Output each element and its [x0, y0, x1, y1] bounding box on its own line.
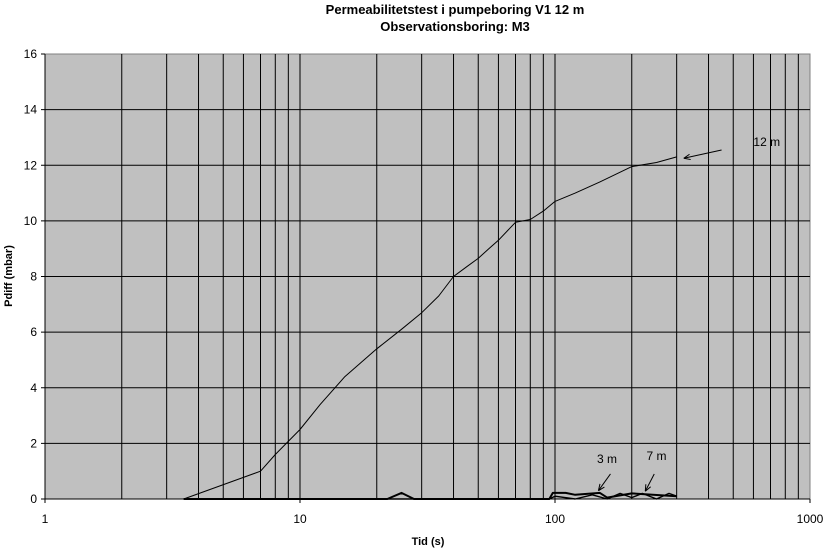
- arrowhead-icon: [597, 483, 605, 492]
- x-tick-label: 100: [545, 512, 565, 526]
- gridlines: [45, 54, 810, 499]
- chart-title: Permeabilitetstest i pumpeboring V1 12 m: [326, 2, 585, 17]
- y-tick-label: 12: [24, 158, 38, 172]
- x-axis-label: Tid (s): [412, 536, 445, 548]
- annotation-arrow: [598, 473, 611, 491]
- y-tick-label: 2: [30, 436, 37, 450]
- y-tick-label: 14: [24, 103, 38, 117]
- series-line: [183, 156, 677, 500]
- x-tick-label: 10: [293, 512, 307, 526]
- arrowhead-icon: [683, 153, 691, 161]
- y-tick-label: 8: [30, 270, 37, 284]
- annotation-arrow: [644, 473, 655, 492]
- y-tick-label: 6: [30, 325, 37, 339]
- y-tick-label: 10: [24, 214, 38, 228]
- series-lines: [183, 156, 677, 500]
- chart-subtitle: Observationsboring: M3: [380, 19, 530, 34]
- x-tick-label: 1000: [797, 512, 824, 526]
- axes: [41, 53, 811, 503]
- series-line: [183, 491, 677, 500]
- annotation-label: 7 m: [646, 449, 666, 463]
- y-tick-label: 16: [24, 47, 38, 61]
- y-axis-label: Pdiff (mbar): [3, 245, 15, 307]
- x-tick-label: 1: [42, 512, 49, 526]
- annotation-label: 12 m: [753, 135, 780, 149]
- tick-labels: 0 2 4 6 8 10 12 14 16 1 10 100 1000: [24, 47, 824, 526]
- annotation-label: 3 m: [597, 452, 617, 466]
- y-tick-label: 4: [30, 381, 37, 395]
- arrowhead-icon: [644, 484, 652, 492]
- annotations: 12 m 3 m 7 m: [597, 135, 780, 492]
- series-line: [183, 492, 677, 500]
- y-tick-label: 0: [30, 492, 37, 506]
- annotation-arrow: [683, 149, 722, 159]
